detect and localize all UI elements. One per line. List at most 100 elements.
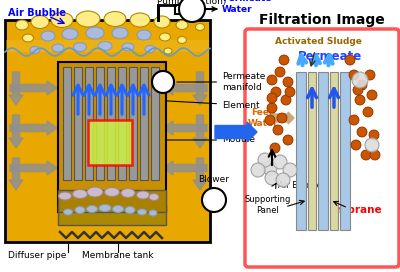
Ellipse shape bbox=[178, 36, 186, 44]
FancyArrow shape bbox=[193, 115, 207, 148]
Circle shape bbox=[345, 55, 355, 65]
Bar bbox=[6, 40, 209, 52]
Bar bbox=[58, 190, 166, 212]
Circle shape bbox=[349, 70, 359, 80]
Text: Air Bubble: Air Bubble bbox=[278, 181, 322, 190]
Text: Pump (Suction): Pump (Suction) bbox=[157, 0, 227, 6]
Circle shape bbox=[267, 103, 277, 113]
FancyArrow shape bbox=[9, 72, 23, 105]
FancyArrow shape bbox=[163, 81, 207, 95]
Circle shape bbox=[258, 153, 272, 167]
Ellipse shape bbox=[41, 31, 55, 41]
Circle shape bbox=[179, 0, 205, 22]
Ellipse shape bbox=[196, 23, 204, 30]
FancyArrow shape bbox=[10, 161, 57, 175]
Bar bbox=[340, 72, 350, 230]
Ellipse shape bbox=[86, 27, 104, 39]
Ellipse shape bbox=[125, 206, 135, 214]
Bar bbox=[58, 62, 166, 212]
Ellipse shape bbox=[76, 11, 100, 27]
Text: Membrane tank: Membrane tank bbox=[82, 252, 154, 261]
FancyArrow shape bbox=[9, 158, 23, 190]
Ellipse shape bbox=[136, 191, 150, 199]
Circle shape bbox=[370, 150, 380, 160]
Circle shape bbox=[283, 77, 293, 87]
Ellipse shape bbox=[122, 43, 134, 51]
Circle shape bbox=[265, 115, 275, 125]
FancyArrow shape bbox=[215, 122, 257, 142]
Bar bbox=[58, 205, 166, 225]
Ellipse shape bbox=[112, 27, 128, 39]
Ellipse shape bbox=[104, 11, 126, 26]
FancyArrow shape bbox=[193, 72, 207, 105]
FancyArrow shape bbox=[193, 158, 207, 190]
Ellipse shape bbox=[30, 47, 40, 54]
Ellipse shape bbox=[64, 209, 72, 215]
Circle shape bbox=[349, 115, 359, 125]
Bar bbox=[88, 120, 132, 165]
Bar bbox=[140, 67, 148, 180]
Ellipse shape bbox=[121, 188, 135, 197]
Ellipse shape bbox=[154, 16, 170, 28]
Circle shape bbox=[276, 173, 290, 187]
Circle shape bbox=[357, 127, 367, 137]
Text: Diffuser pipe: Diffuser pipe bbox=[8, 252, 66, 261]
Ellipse shape bbox=[145, 45, 155, 52]
FancyArrow shape bbox=[163, 161, 207, 175]
FancyArrow shape bbox=[10, 121, 57, 135]
Ellipse shape bbox=[164, 48, 172, 54]
Circle shape bbox=[277, 113, 287, 123]
Circle shape bbox=[351, 140, 361, 150]
Circle shape bbox=[267, 93, 277, 103]
Ellipse shape bbox=[52, 44, 64, 52]
Ellipse shape bbox=[160, 33, 170, 41]
Circle shape bbox=[202, 188, 226, 212]
Circle shape bbox=[357, 80, 367, 90]
Text: Permeate
manifold: Permeate manifold bbox=[177, 72, 265, 92]
Ellipse shape bbox=[112, 206, 124, 212]
Circle shape bbox=[271, 87, 281, 97]
Circle shape bbox=[369, 130, 379, 140]
Text: Permeate: Permeate bbox=[298, 51, 362, 63]
Circle shape bbox=[283, 135, 293, 145]
Text: Feed
Water: Feed Water bbox=[248, 108, 278, 128]
Ellipse shape bbox=[58, 192, 72, 200]
FancyBboxPatch shape bbox=[245, 29, 399, 267]
Circle shape bbox=[263, 161, 277, 175]
Ellipse shape bbox=[74, 42, 86, 51]
Ellipse shape bbox=[130, 13, 150, 27]
Text: Membrane: Membrane bbox=[319, 205, 381, 215]
Circle shape bbox=[270, 143, 280, 153]
FancyArrow shape bbox=[10, 81, 57, 95]
Bar bbox=[151, 67, 159, 180]
Circle shape bbox=[251, 163, 265, 177]
Circle shape bbox=[267, 75, 277, 85]
Circle shape bbox=[353, 85, 363, 95]
Circle shape bbox=[363, 107, 373, 117]
Circle shape bbox=[361, 150, 371, 160]
Ellipse shape bbox=[149, 193, 159, 200]
Circle shape bbox=[355, 95, 365, 105]
Circle shape bbox=[265, 171, 279, 185]
Ellipse shape bbox=[22, 34, 34, 42]
Ellipse shape bbox=[16, 20, 28, 30]
Text: Module: Module bbox=[165, 135, 255, 144]
Bar bbox=[318, 72, 328, 230]
Text: Supporting
Panel: Supporting Panel bbox=[245, 195, 291, 215]
Ellipse shape bbox=[138, 209, 146, 215]
Bar bbox=[129, 67, 137, 180]
Circle shape bbox=[275, 67, 285, 77]
Bar bbox=[5, 20, 210, 242]
Circle shape bbox=[279, 55, 289, 65]
Bar bbox=[330, 72, 338, 230]
FancyArrow shape bbox=[9, 115, 23, 148]
FancyArrow shape bbox=[272, 112, 294, 124]
Text: Air Bubble: Air Bubble bbox=[8, 8, 66, 18]
Text: Element: Element bbox=[153, 100, 260, 110]
Ellipse shape bbox=[137, 30, 151, 40]
Bar bbox=[296, 72, 306, 230]
Ellipse shape bbox=[31, 16, 49, 29]
Ellipse shape bbox=[99, 205, 111, 212]
Ellipse shape bbox=[75, 206, 85, 214]
Text: Filtration Image: Filtration Image bbox=[259, 13, 385, 27]
